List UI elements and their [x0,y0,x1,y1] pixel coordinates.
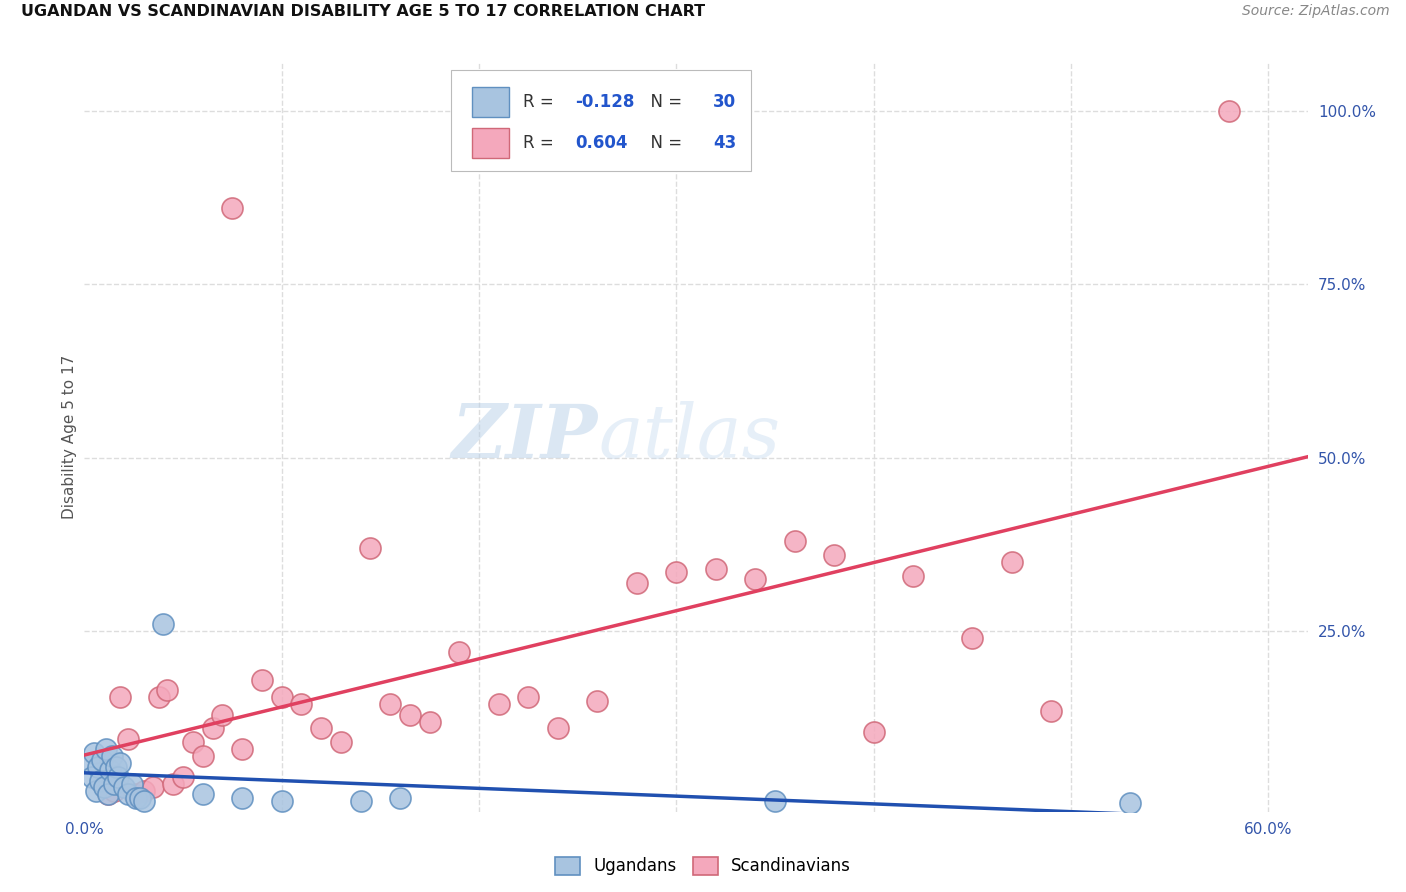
Point [117,788,139,802]
Point [665,566,688,580]
Point [231,790,253,805]
Point [79,756,101,771]
Point [191,749,214,764]
Point [419,714,441,729]
Point [101,749,124,764]
Point [191,788,214,802]
Point [547,722,569,736]
Point [122,788,145,802]
Text: atlas: atlas [598,401,780,474]
Text: 0.604: 0.604 [575,135,627,153]
Point [586,694,609,708]
Point [93,780,115,795]
Legend: Ugandans, Scandinavians: Ugandans, Scandinavians [548,850,858,882]
Point [84,784,107,798]
Point [97,788,120,802]
Point [152,617,174,632]
Point [221,201,243,215]
Point [517,690,540,705]
Point [103,784,125,798]
Point [108,756,131,771]
Text: Source: ZipAtlas.com: Source: ZipAtlas.com [1241,4,1389,19]
Point [270,690,292,705]
Text: 43: 43 [713,135,737,153]
Text: -0.128: -0.128 [575,93,634,112]
Point [823,548,845,562]
Point [309,722,332,736]
Point [488,697,510,711]
Point [783,534,806,549]
Point [97,788,120,802]
Point [1119,796,1142,810]
Point [290,697,312,711]
Point [380,697,402,711]
Point [704,562,727,576]
Point [162,777,184,791]
Y-axis label: Disability Age 5 to 17: Disability Age 5 to 17 [62,355,77,519]
Point [87,759,110,773]
Point [901,569,924,583]
Point [250,673,273,687]
Point [349,794,371,808]
Point [862,725,884,739]
Text: UGANDAN VS SCANDINAVIAN DISABILITY AGE 5 TO 17 CORRELATION CHART: UGANDAN VS SCANDINAVIAN DISABILITY AGE 5… [21,4,706,20]
Text: N =: N = [640,135,688,153]
Point [124,790,146,805]
Point [389,790,412,805]
Point [91,753,114,767]
FancyBboxPatch shape [472,128,509,159]
Point [359,541,381,555]
Point [449,645,471,659]
Point [98,763,121,777]
Point [231,742,253,756]
Point [82,770,104,784]
Text: ZIP: ZIP [451,401,598,474]
Text: R =: R = [523,93,560,112]
Point [763,794,786,808]
Point [1040,704,1063,718]
FancyBboxPatch shape [451,70,751,171]
Point [142,780,165,795]
Point [626,575,648,590]
Point [121,777,143,791]
Text: N =: N = [640,93,688,112]
Point [744,572,766,586]
Point [132,784,155,798]
Point [172,770,194,784]
Point [181,735,204,749]
Text: 30: 30 [713,93,737,112]
Point [132,794,155,808]
Point [128,790,150,805]
Point [107,770,129,784]
Text: R =: R = [523,135,560,153]
Point [960,632,983,646]
Point [270,794,292,808]
Point [117,731,139,746]
Point [112,780,135,795]
Point [399,707,422,722]
Point [1001,555,1024,569]
Point [211,707,233,722]
Point [148,690,170,705]
Point [103,777,125,791]
Point [83,746,105,760]
Point [201,722,224,736]
Point [89,773,111,788]
Point [104,759,127,773]
Point [1218,103,1240,118]
FancyBboxPatch shape [472,87,509,117]
Point [156,683,179,698]
Point [94,742,117,756]
Point [108,690,131,705]
Point [329,735,352,749]
